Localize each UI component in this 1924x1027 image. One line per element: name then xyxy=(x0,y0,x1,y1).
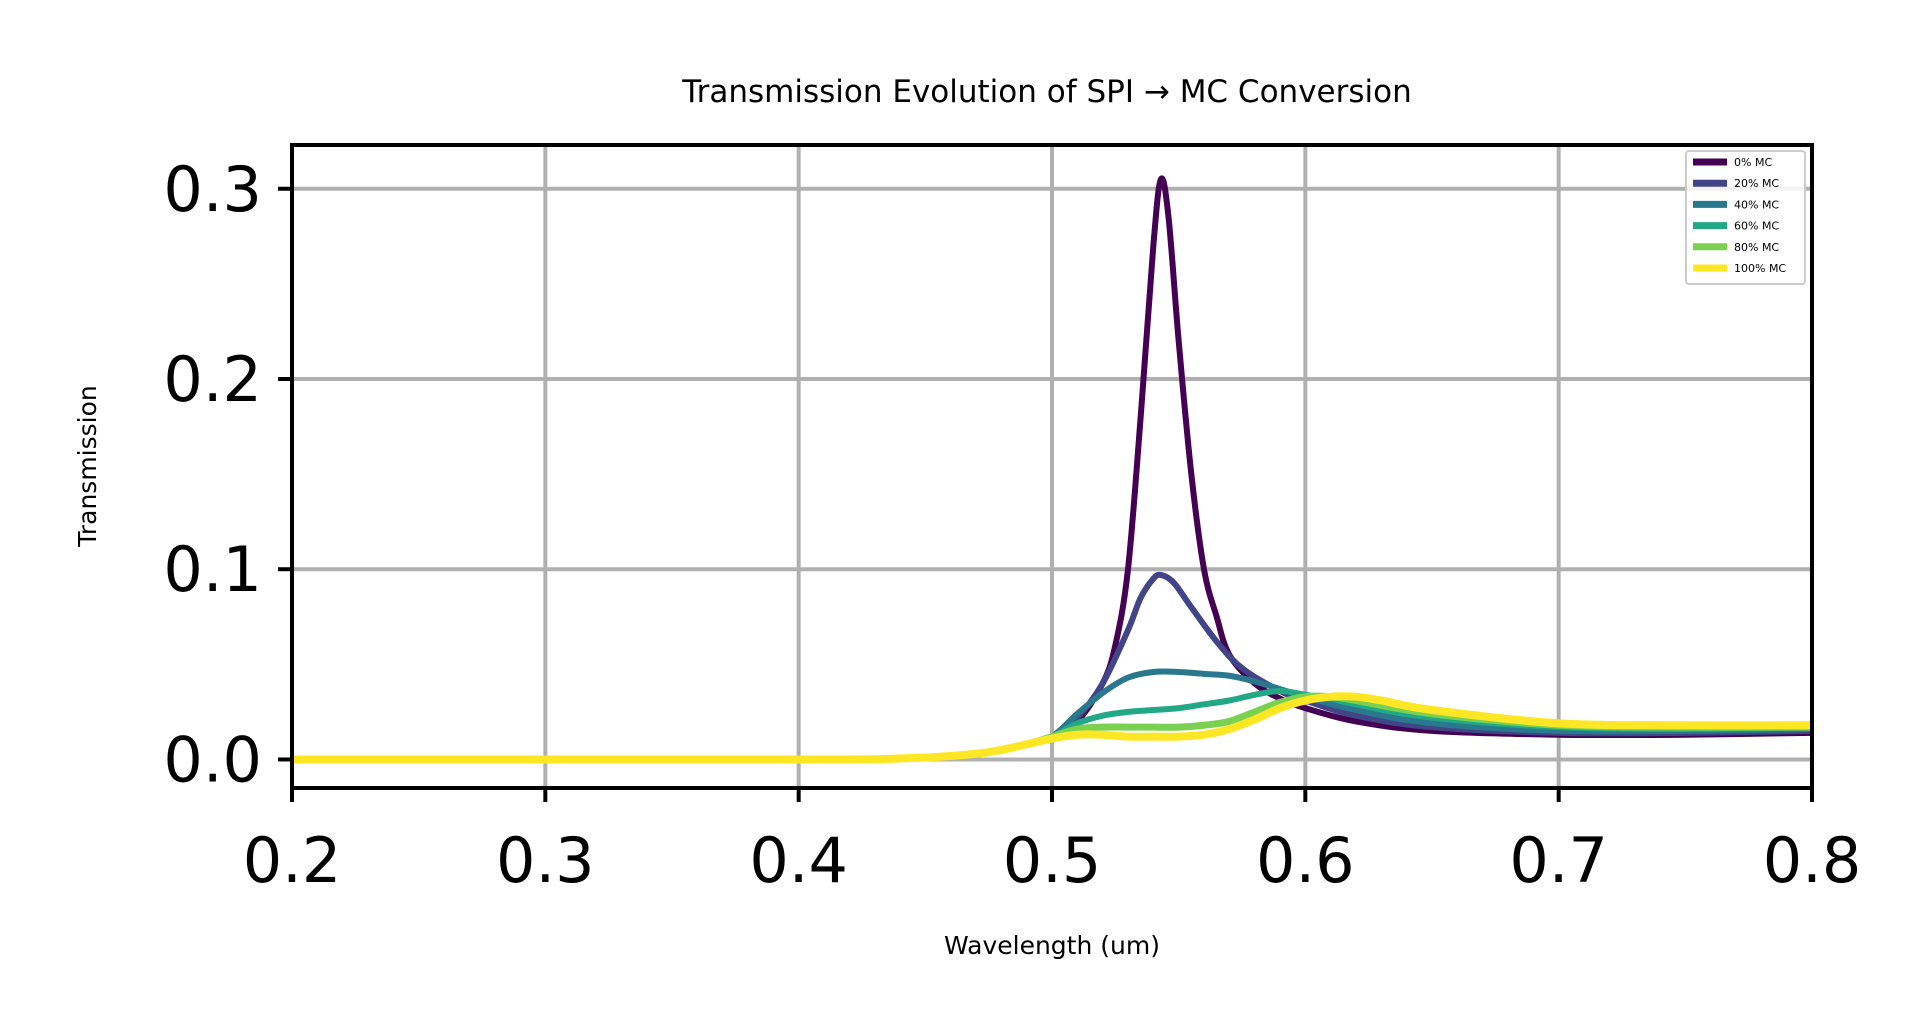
series-layer xyxy=(292,175,1812,764)
legend-label: 0% MC xyxy=(1734,156,1772,169)
plot-area xyxy=(292,175,1812,764)
y-tick-label: 0.0 xyxy=(163,723,262,796)
x-tick-label: 0.2 xyxy=(243,824,342,897)
legend-label: 60% MC xyxy=(1734,220,1779,233)
x-axis-label: Wavelength (um) xyxy=(944,931,1160,960)
chart-title: Transmission Evolution of SPI → MC Conve… xyxy=(681,74,1411,110)
ticks: 0.2 0.3 0.4 0.5 0.6 0.7 0.8 0.0 0.1 0.2 0.3 xyxy=(163,153,1861,897)
y-tick-label: 0.3 xyxy=(163,153,262,226)
legend: 0% MC 20% MC 40% MC 60% MC 80% MC 100% MC xyxy=(1685,150,1806,285)
x-tick-label: 0.7 xyxy=(1509,824,1608,897)
legend-label: 100% MC xyxy=(1734,262,1786,275)
x-tick-label: 0.8 xyxy=(1763,824,1862,897)
y-axis-label: Transmission xyxy=(73,385,102,548)
x-tick-label: 0.6 xyxy=(1256,824,1355,897)
x-tick-label: 0.4 xyxy=(749,824,848,897)
x-tick-label: 0.3 xyxy=(496,824,595,897)
legend-label: 80% MC xyxy=(1734,241,1779,254)
x-tick-label: 0.5 xyxy=(1003,824,1102,897)
series-line-100-mc xyxy=(292,692,1812,764)
y-tick-label: 0.1 xyxy=(163,533,262,606)
legend-label: 40% MC xyxy=(1734,198,1779,211)
y-tick-label: 0.2 xyxy=(163,343,262,416)
legend-label: 20% MC xyxy=(1734,177,1779,190)
